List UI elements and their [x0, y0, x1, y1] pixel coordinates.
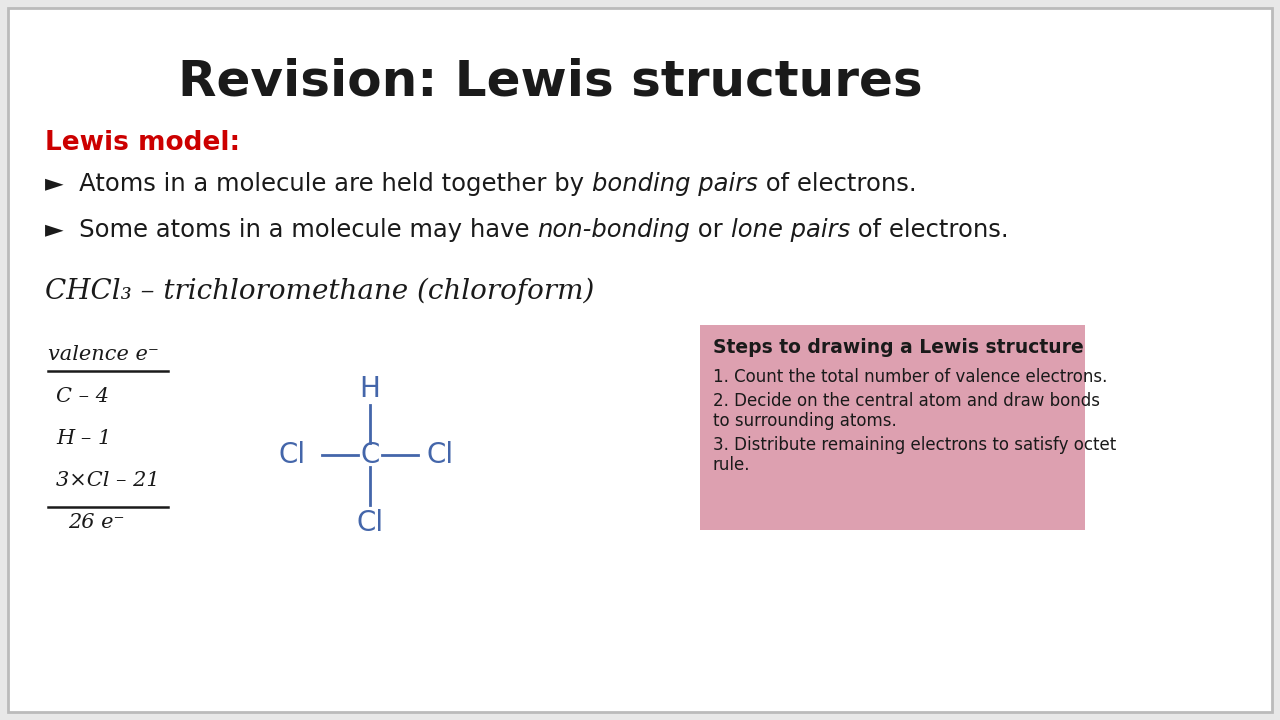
Text: non-bonding: non-bonding [538, 218, 690, 242]
Text: Cl: Cl [279, 441, 306, 469]
FancyBboxPatch shape [700, 325, 1085, 530]
Text: CHCl₃ – trichloromethane (chloroform): CHCl₃ – trichloromethane (chloroform) [45, 278, 594, 305]
Text: valence e⁻: valence e⁻ [49, 345, 159, 364]
Text: 2. Decide on the central atom and draw bonds: 2. Decide on the central atom and draw b… [713, 392, 1100, 410]
Text: Steps to drawing a Lewis structure: Steps to drawing a Lewis structure [713, 338, 1084, 357]
Text: ►  Atoms in a molecule are held together by: ► Atoms in a molecule are held together … [45, 172, 591, 196]
Text: C – 4: C – 4 [56, 387, 109, 406]
Text: 3×Cl – 21: 3×Cl – 21 [56, 471, 160, 490]
Text: Cl: Cl [356, 509, 384, 537]
Text: of electrons.: of electrons. [850, 218, 1009, 242]
Text: H: H [360, 375, 380, 403]
Text: to surrounding atoms.: to surrounding atoms. [713, 412, 897, 430]
Text: 26 e⁻: 26 e⁻ [68, 513, 124, 532]
Text: ►  Some atoms in a molecule may have: ► Some atoms in a molecule may have [45, 218, 538, 242]
Text: rule.: rule. [713, 456, 750, 474]
Text: lone pairs: lone pairs [731, 218, 850, 242]
Text: of electrons.: of electrons. [758, 172, 916, 196]
Text: Cl: Cl [426, 441, 453, 469]
FancyBboxPatch shape [8, 8, 1272, 712]
Text: 1. Count the total number of valence electrons.: 1. Count the total number of valence ele… [713, 368, 1107, 386]
Text: or: or [690, 218, 731, 242]
Text: 3. Distribute remaining electrons to satisfy octet: 3. Distribute remaining electrons to sat… [713, 436, 1116, 454]
Text: bonding pairs: bonding pairs [591, 172, 758, 196]
Text: C: C [360, 441, 380, 469]
Text: H – 1: H – 1 [56, 429, 111, 448]
Text: Lewis model:: Lewis model: [45, 130, 241, 156]
Text: Revision: Lewis structures: Revision: Lewis structures [178, 58, 923, 106]
